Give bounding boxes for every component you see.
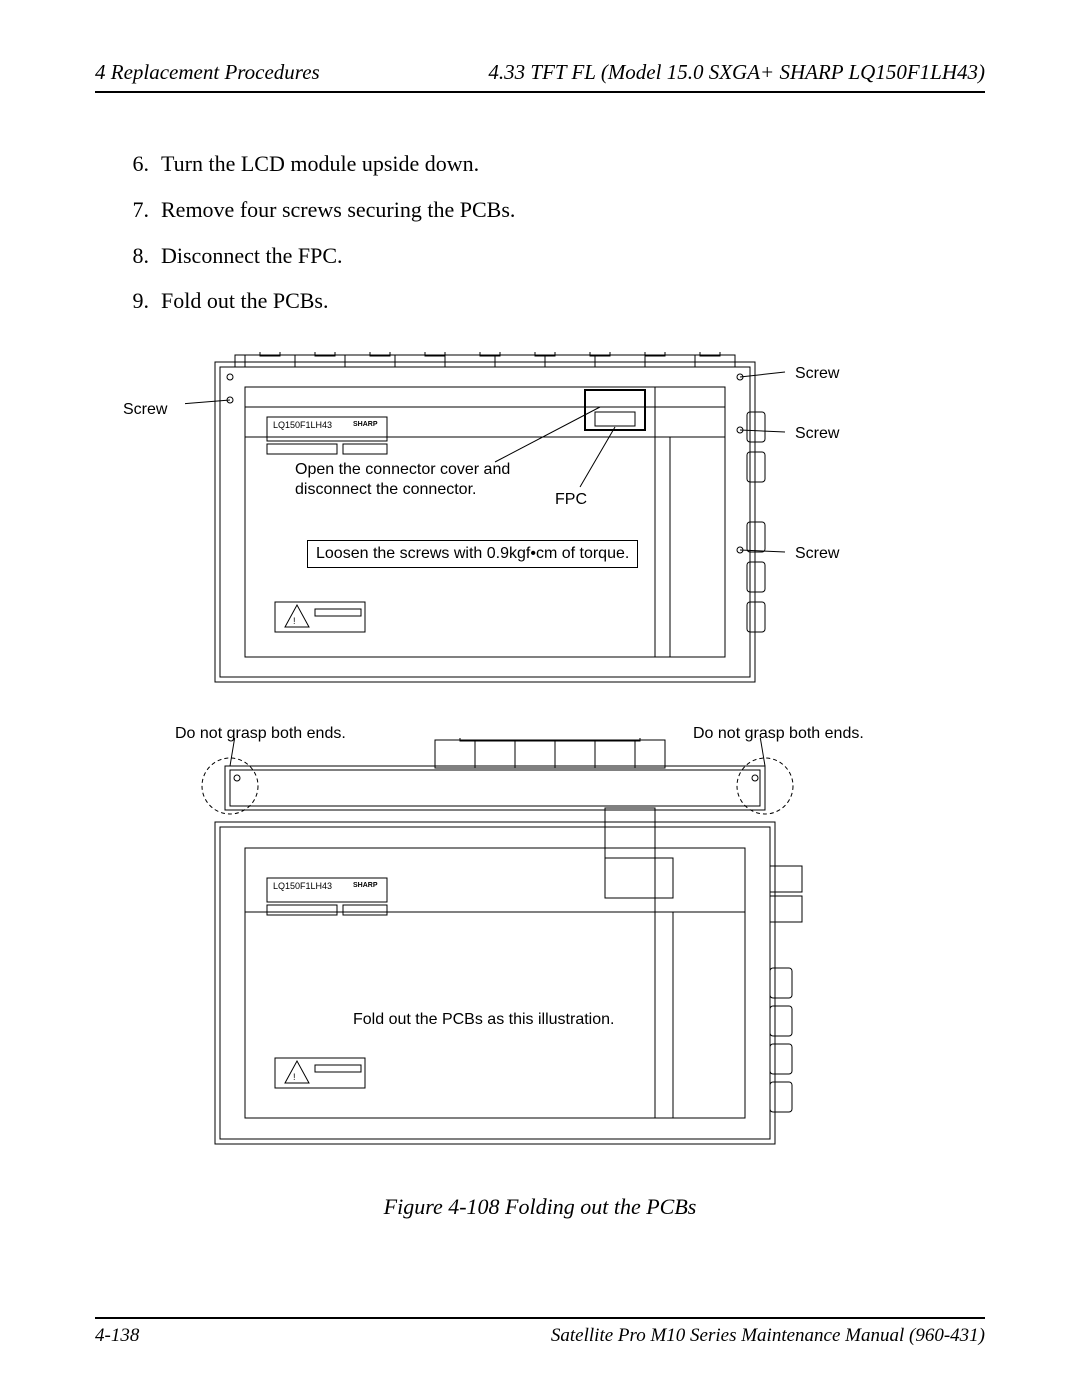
footer-left: 4-138	[95, 1325, 139, 1347]
label-torque-box: Loosen the screws with 0.9kgf•cm of torq…	[307, 540, 638, 568]
instruction-text: Remove four screws securing the PCBs.	[161, 189, 515, 231]
instruction-list: 6. Turn the LCD module upside down. 7. R…	[125, 143, 985, 322]
instruction-num: 8.	[125, 235, 161, 277]
diagram-area: LQ150F1LH43 SHARP ! Screw Screw Screw Sc…	[95, 352, 985, 1182]
page-footer: 4-138 Satellite Pro M10 Series Maintenan…	[95, 1317, 985, 1347]
label-screw-right2: Screw	[795, 544, 839, 564]
label-no-grasp-right: Do not grasp both ends.	[693, 724, 864, 744]
footer-right: Satellite Pro M10 Series Maintenance Man…	[551, 1325, 985, 1347]
instruction-num: 7.	[125, 189, 161, 231]
instruction-text: Disconnect the FPC.	[161, 235, 343, 277]
header-right: 4.33 TFT FL (Model 15.0 SXGA+ SHARP LQ15…	[488, 60, 985, 85]
instruction-item: 9. Fold out the PCBs.	[125, 280, 985, 322]
instruction-item: 7. Remove four screws securing the PCBs.	[125, 189, 985, 231]
label-screw-topright: Screw	[795, 364, 839, 384]
label-no-grasp-left: Do not grasp both ends.	[175, 724, 346, 744]
diagram-2: LQ150F1LH43 SHARP !	[175, 738, 895, 1158]
svg-text:!: !	[293, 1072, 296, 1082]
label-screw-right1: Screw	[795, 424, 839, 444]
label-open-connector: Open the connector cover and disconnect …	[295, 460, 510, 500]
instruction-item: 6. Turn the LCD module upside down.	[125, 143, 985, 185]
label-fpc: FPC	[555, 490, 587, 510]
sharp-label: SHARP	[353, 421, 378, 428]
instruction-text: Turn the LCD module upside down.	[161, 143, 479, 185]
model-label: LQ150F1LH43	[273, 420, 332, 430]
label-fold-instruction: Fold out the PCBs as this illustration.	[353, 1010, 614, 1030]
model-label-2: LQ150F1LH43	[273, 881, 332, 891]
instruction-text: Fold out the PCBs.	[161, 280, 328, 322]
svg-text:!: !	[293, 616, 296, 626]
header-left: 4 Replacement Procedures	[95, 60, 320, 85]
figure-caption: Figure 4-108 Folding out the PCBs	[95, 1194, 985, 1220]
instruction-item: 8. Disconnect the FPC.	[125, 235, 985, 277]
label-screw-left: Screw	[123, 400, 167, 420]
instruction-num: 6.	[125, 143, 161, 185]
instruction-num: 9.	[125, 280, 161, 322]
sharp-label-2: SHARP	[353, 882, 378, 889]
page-header: 4 Replacement Procedures 4.33 TFT FL (Mo…	[95, 60, 985, 93]
diagram-1: LQ150F1LH43 SHARP !	[185, 352, 885, 702]
